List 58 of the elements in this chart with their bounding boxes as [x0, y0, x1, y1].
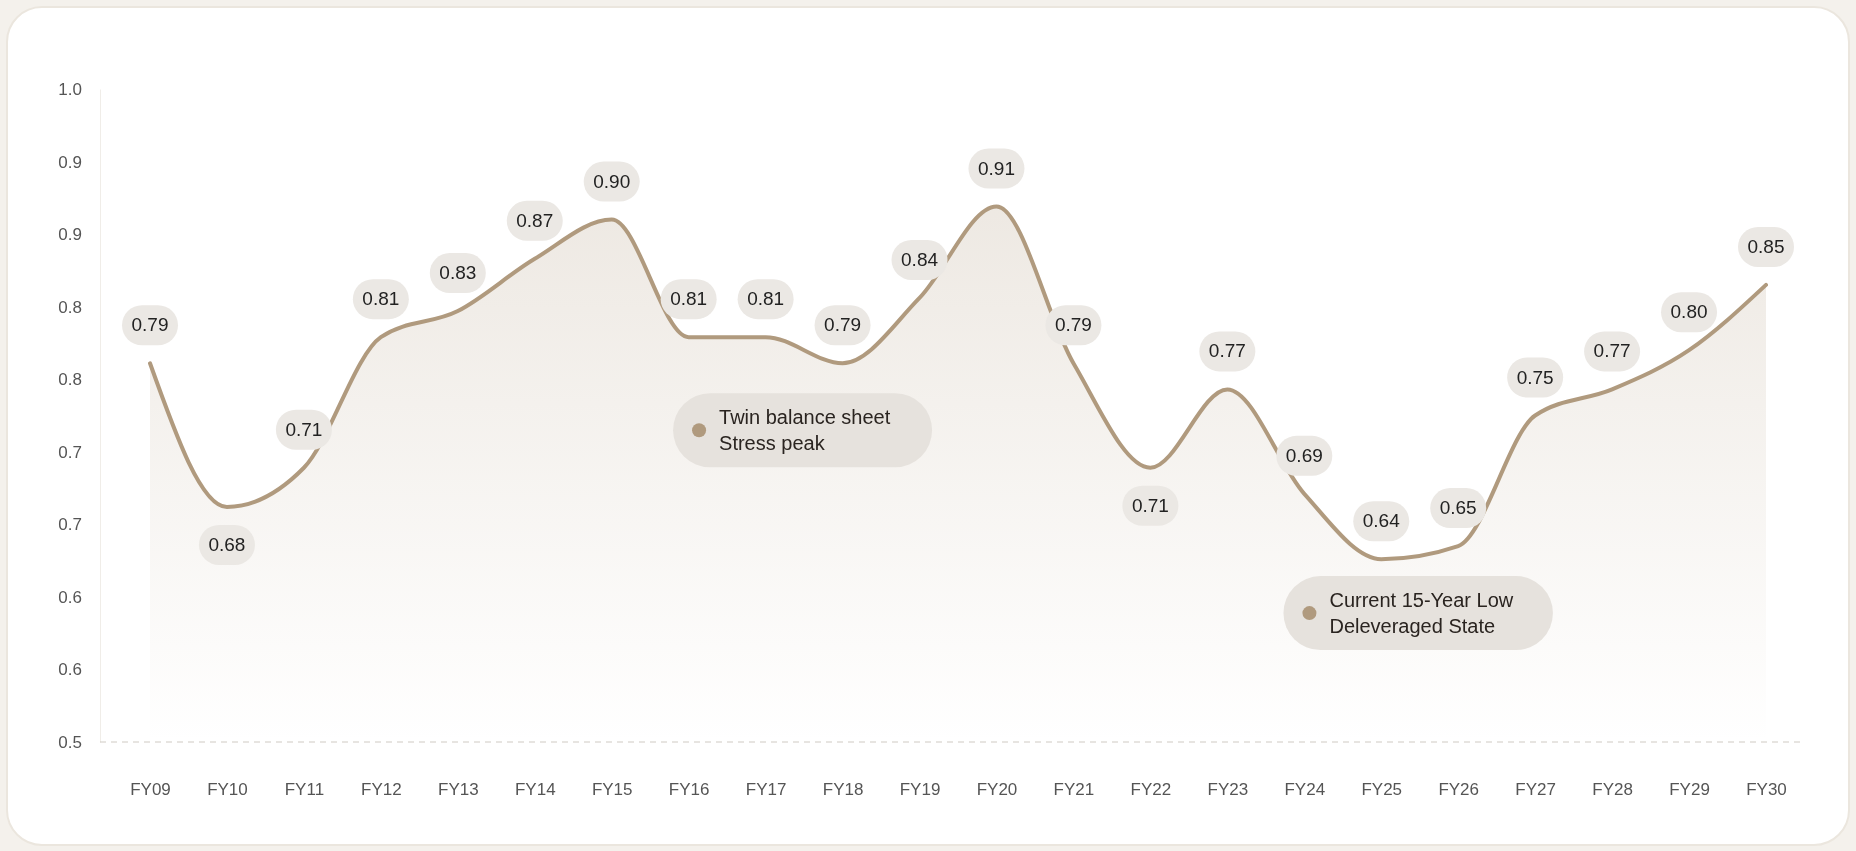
x-tick-label: FY14: [514, 780, 556, 800]
x-tick-label: FY26: [1438, 780, 1480, 800]
y-tick-label: 0.6: [58, 660, 82, 680]
data-label: 0.81: [747, 288, 785, 310]
data-label: 0.79: [824, 314, 862, 336]
x-tick-label: FY17: [745, 780, 787, 800]
data-label: 0.68: [208, 533, 246, 555]
data-label: 0.84: [901, 248, 939, 270]
x-tick-label: FY23: [1207, 780, 1249, 800]
y-tick-label: 0.7: [58, 442, 82, 462]
x-tick-label: FY29: [1669, 780, 1710, 800]
x-tick-label: FY25: [1361, 780, 1403, 800]
data-label: 0.71: [1131, 494, 1169, 516]
data-label: 0.77: [1208, 340, 1246, 362]
x-tick-label: FY20: [976, 780, 1018, 800]
annotation: Current 15-Year Low Deleveraged State: [1329, 589, 1514, 638]
data-label: 0.81: [362, 288, 400, 310]
callout: Twin balance sheet Stress peak: [673, 393, 933, 468]
data-label: 0.81: [670, 288, 708, 310]
x-tick-label: FY28: [1592, 780, 1633, 800]
annotation: Twin balance sheet Stress peak: [719, 406, 891, 455]
data-label: 0.71: [285, 418, 323, 440]
data-label: 0.79: [131, 314, 169, 336]
y-tick-label: 0.6: [58, 587, 82, 607]
x-tick-label: FY13: [437, 780, 479, 800]
x-tick-label: FY27: [1515, 780, 1556, 800]
x-tick-label: FY11: [284, 780, 325, 800]
x-tick-label: FY24: [1284, 780, 1326, 800]
data-label: 0.77: [1593, 340, 1631, 362]
data-label: 0.69: [1285, 444, 1323, 466]
y-tick-label: 0.5: [58, 732, 82, 752]
x-tick-label: FY22: [1130, 780, 1172, 800]
x-tick-label: FY09: [130, 780, 171, 800]
x-tick-label: FY16: [668, 780, 710, 800]
x-tick-label: FY18: [822, 780, 864, 800]
data-label: 0.90: [593, 170, 631, 192]
data-label: 0.83: [439, 262, 477, 284]
data-label: 0.85: [1747, 235, 1785, 257]
data-label: 0.75: [1516, 366, 1554, 388]
y-tick-label: 1.0: [58, 79, 82, 99]
data-label: 0.91: [977, 157, 1015, 179]
data-label: 0.87: [516, 209, 554, 231]
x-tick-label: FY15: [591, 780, 633, 800]
data-label: 0.65: [1439, 497, 1477, 519]
x-tick-label: FY10: [207, 780, 248, 800]
data-label: 0.80: [1670, 301, 1708, 323]
y-tick-label: 0.8: [58, 370, 82, 390]
data-label: 0.64: [1362, 510, 1401, 532]
y-tick-label: 0.8: [58, 297, 82, 317]
x-tick-label: FY19: [899, 780, 941, 800]
x-tick-label: FY12: [361, 780, 402, 800]
y-tick-label: 0.9: [58, 225, 82, 245]
x-tick-label: FY21: [1053, 780, 1095, 800]
callout: Current 15-Year Low Deleveraged State: [1283, 576, 1553, 651]
data-label: 0.79: [1054, 314, 1092, 336]
x-tick-label: FY30: [1746, 780, 1787, 800]
y-tick-label: 0.7: [58, 515, 82, 535]
y-tick-label: 0.9: [58, 152, 82, 172]
